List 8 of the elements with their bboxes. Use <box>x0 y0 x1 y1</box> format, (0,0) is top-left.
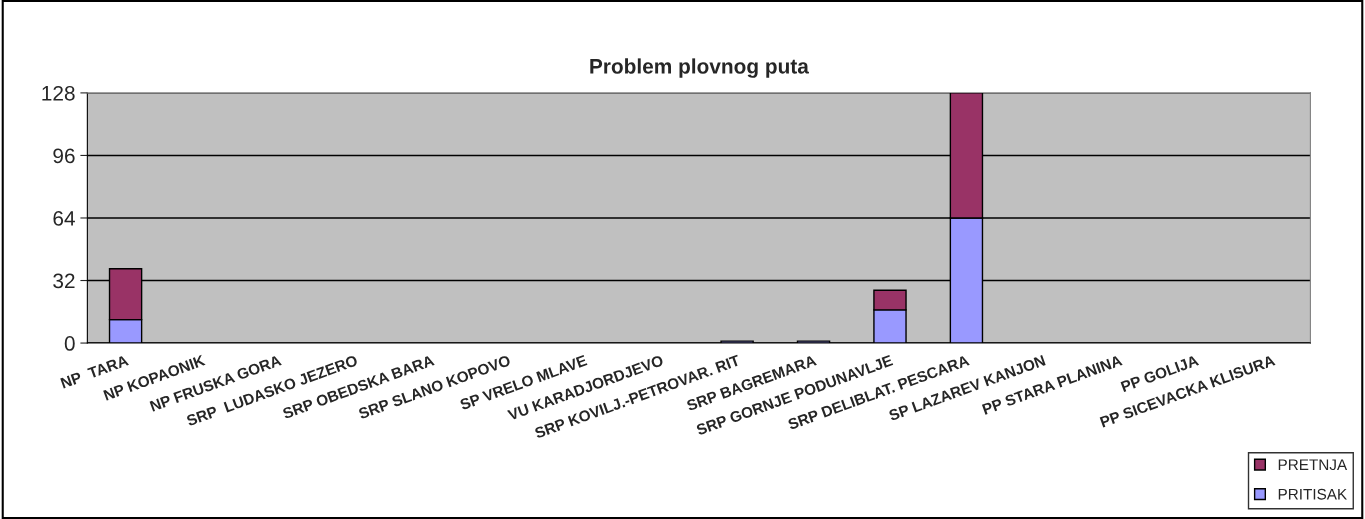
y-tick-label: 96 <box>53 148 75 164</box>
chart-title: Problem plovnog puta <box>590 58 809 78</box>
legend-label: PRETNJA <box>1278 459 1348 471</box>
y-tick-label: 0 <box>64 336 75 351</box>
y-tick-label: 32 <box>53 273 75 289</box>
y-tick-label: 128 <box>42 85 75 101</box>
y-tick-label: 64 <box>53 210 75 226</box>
legend-label: PRITISAK <box>1278 488 1347 500</box>
